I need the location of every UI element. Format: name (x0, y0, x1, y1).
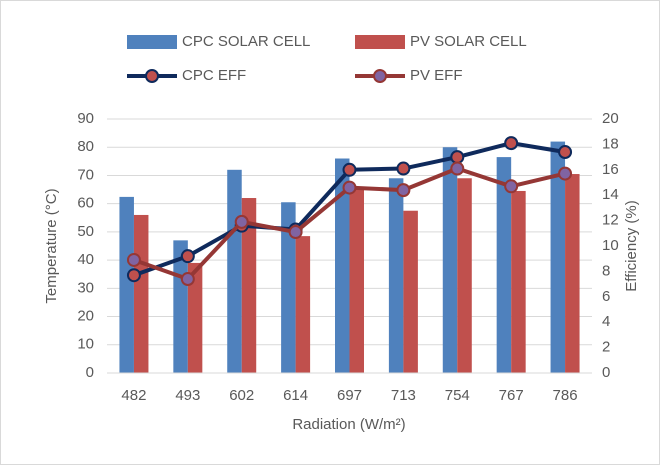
y-tick-label: 50 (77, 223, 94, 240)
y2-tick-label: 8 (602, 262, 610, 279)
y2-tick-label: 4 (602, 313, 610, 330)
marker (234, 214, 249, 229)
bar (227, 169, 242, 373)
bar (403, 210, 418, 373)
bar (281, 202, 296, 373)
y2-tick-label: 0 (602, 364, 610, 381)
legend-swatch (127, 35, 177, 49)
x-tick-label: 713 (391, 387, 416, 404)
y2-tick-label: 18 (602, 135, 619, 152)
marker (450, 161, 465, 176)
marker (504, 179, 519, 194)
y-tick-label: 20 (77, 308, 94, 325)
bar (550, 141, 566, 373)
bar (349, 186, 364, 373)
x-tick-label: 602 (229, 387, 254, 404)
bar (187, 262, 203, 373)
marker (558, 145, 573, 160)
x-axis-title: Radiation (W/m²) (292, 416, 405, 433)
bar (241, 198, 257, 373)
y2-tick-label: 2 (602, 339, 610, 356)
x-tick-label: 754 (445, 387, 470, 404)
y2-tick-label: 10 (602, 237, 619, 254)
y-tick-label: 60 (77, 195, 94, 212)
legend-label: PV SOLAR CELL (410, 33, 527, 50)
bar (335, 158, 350, 373)
y-tick-label: 80 (77, 138, 94, 155)
y-tick-label: 0 (86, 364, 94, 381)
x-tick-label: 697 (337, 387, 362, 404)
marker (342, 162, 357, 177)
marker (180, 272, 195, 287)
y2-axis-title: Efficiency (%) (623, 200, 640, 291)
marker (126, 268, 141, 283)
bar (119, 196, 134, 373)
marker (396, 183, 411, 198)
bar (496, 157, 512, 373)
marker (126, 252, 141, 267)
bar (511, 190, 526, 373)
x-tick-label: 482 (121, 387, 146, 404)
x-tick-label: 786 (553, 387, 578, 404)
y-tick-label: 70 (77, 166, 94, 183)
bar (133, 214, 149, 373)
legend-label: PV EFF (410, 67, 463, 84)
legend-marker (145, 69, 159, 83)
x-tick-label: 614 (283, 387, 308, 404)
legend-label: CPC SOLAR CELL (182, 33, 310, 50)
bar (295, 236, 311, 373)
y-tick-label: 10 (77, 336, 94, 353)
bar (565, 174, 580, 373)
marker (396, 161, 411, 176)
y-tick-label: 90 (77, 110, 94, 127)
x-tick-label: 767 (499, 387, 524, 404)
x-tick-label: 493 (175, 387, 200, 404)
legend-swatch (355, 35, 405, 49)
y2-tick-label: 20 (602, 110, 619, 127)
y2-tick-label: 16 (602, 161, 619, 178)
legend-label: CPC EFF (182, 67, 246, 84)
marker (180, 249, 195, 264)
y-axis-title: Temperature (°C) (43, 188, 60, 303)
bar (388, 178, 404, 373)
y2-tick-label: 12 (602, 212, 619, 229)
marker (450, 150, 465, 165)
legend-marker (373, 69, 387, 83)
y-tick-label: 30 (77, 279, 94, 296)
y2-tick-label: 14 (602, 186, 619, 203)
bar (457, 178, 472, 373)
bar (442, 147, 458, 373)
y-tick-label: 40 (77, 251, 94, 268)
y2-tick-label: 6 (602, 288, 610, 305)
marker (342, 180, 357, 195)
marker (504, 136, 519, 151)
marker (558, 166, 573, 181)
marker (288, 225, 303, 240)
